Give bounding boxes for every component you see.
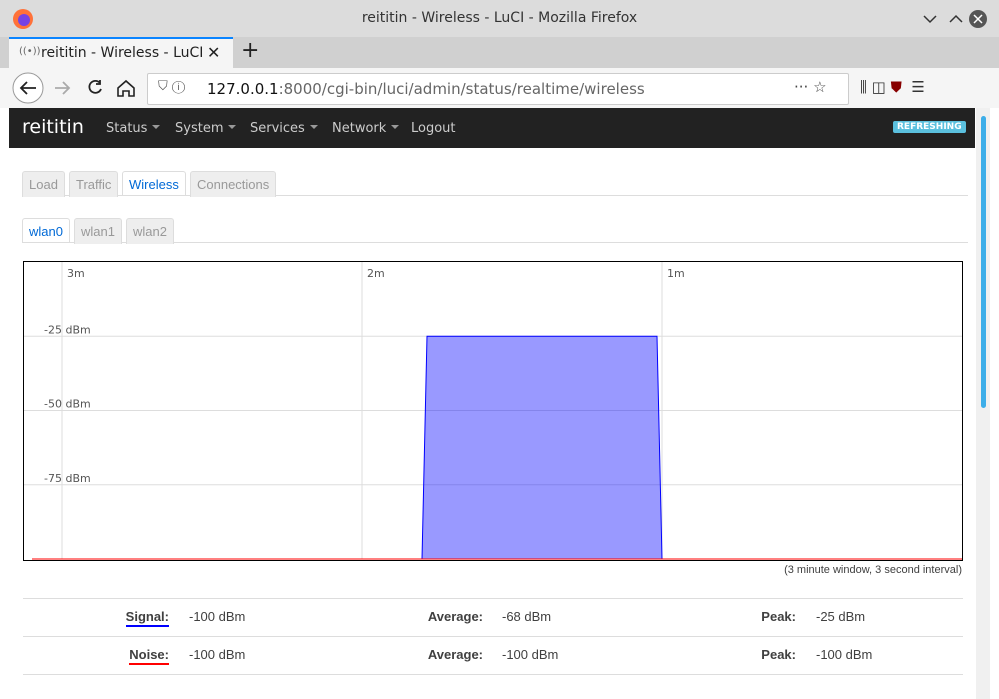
url-path: :8000/cgi-bin/luci/admin/status/realtime…	[278, 80, 645, 98]
tab[interactable]: Connections	[190, 171, 277, 197]
window-controls[interactable]	[920, 9, 990, 29]
x-tick-label: 3m	[67, 267, 85, 280]
subtabs-line	[22, 242, 968, 243]
tab[interactable]: Load	[22, 171, 65, 197]
browser-tab[interactable]: ((•)) reititin - Wireless - LuCI ✕	[9, 37, 233, 68]
tab-title: reititin - Wireless - LuCI	[41, 45, 204, 61]
stat-value: -68 dBm	[502, 609, 552, 624]
window-title: reititin - Wireless - LuCI - Mozilla Fir…	[361, 10, 638, 26]
url-host: 127.0.0.1	[207, 80, 279, 98]
x-tick-label: 2m	[367, 267, 385, 280]
brand[interactable]: reititin	[22, 116, 84, 138]
title-bar: reititin - Wireless - LuCI - Mozilla Fir…	[0, 0, 999, 37]
page-actions[interactable]: ··· ☆	[794, 78, 827, 96]
firefox-logo	[13, 9, 33, 29]
tab-icon: ((•))	[19, 46, 41, 57]
tab[interactable]: Traffic	[69, 171, 119, 197]
tabs-line	[22, 195, 968, 196]
graph-caption: (3 minute window, 3 second interval)	[784, 564, 962, 576]
menu-item[interactable]: Services	[250, 121, 318, 136]
row-line	[23, 636, 963, 637]
nav-bar: ⛉ ⓘ 127.0.0.1:8000/cgi-bin/luci/admin/st…	[0, 68, 999, 109]
tab[interactable]: Wireless	[122, 171, 186, 195]
tab-close[interactable]: ✕	[207, 43, 221, 62]
menu-item[interactable]: System	[175, 121, 236, 136]
row-line	[23, 598, 963, 599]
y-tick-label: -75 dBm	[44, 472, 91, 485]
stat-value: -100 dBm	[189, 647, 246, 662]
refresh-badge[interactable]: REFRESHING	[893, 121, 966, 133]
tab-bar: ((•)) reititin - Wireless - LuCI ✕ +	[0, 37, 999, 68]
graph: 3m 2m 1m -25 dBm -50 dBm -75 dBm	[23, 261, 963, 561]
stat-label: Average:	[427, 647, 483, 662]
subtab[interactable]: wlan0	[22, 218, 70, 242]
toolbar-icons[interactable]: ⫼ ◫ ⛊ ☰	[860, 78, 925, 96]
y-tick-label: -25 dBm	[44, 323, 91, 336]
nav-buttons[interactable]	[12, 72, 142, 104]
y-tick-label: -50 dBm	[44, 398, 91, 411]
menu-item[interactable]: Status	[106, 121, 160, 136]
menu-item[interactable]: Network	[332, 121, 399, 136]
x-tick-label: 1m	[667, 267, 685, 280]
stat-label: Signal:	[125, 609, 169, 627]
stat-value: -100 dBm	[816, 647, 873, 662]
plot-border	[23, 261, 963, 561]
subtab[interactable]: wlan1	[74, 218, 122, 244]
stat-label: Noise:	[129, 647, 169, 665]
security-icons: ⛉ ⓘ	[158, 79, 186, 94]
stat-label: Peak:	[761, 609, 796, 624]
stat-label: Average:	[427, 609, 483, 624]
url-bar[interactable]: ⛉ ⓘ 127.0.0.1:8000/cgi-bin/luci/admin/st…	[147, 73, 849, 105]
menu-item[interactable]: Logout	[411, 121, 456, 136]
stat-value: -25 dBm	[816, 609, 866, 624]
scrollbar[interactable]	[976, 108, 990, 699]
scroll-thumb[interactable]	[981, 116, 986, 408]
subtab[interactable]: wlan2	[126, 218, 174, 244]
new-tab[interactable]: +	[241, 38, 260, 63]
stat-value: -100 dBm	[189, 609, 246, 624]
url-text: 127.0.0.1:8000/cgi-bin/luci/admin/status…	[207, 80, 645, 98]
luci-header: reititin REFRESHING	[9, 108, 975, 148]
stat-label: Peak:	[761, 647, 796, 662]
row-line	[23, 674, 963, 675]
stat-value: -100 dBm	[502, 647, 559, 662]
